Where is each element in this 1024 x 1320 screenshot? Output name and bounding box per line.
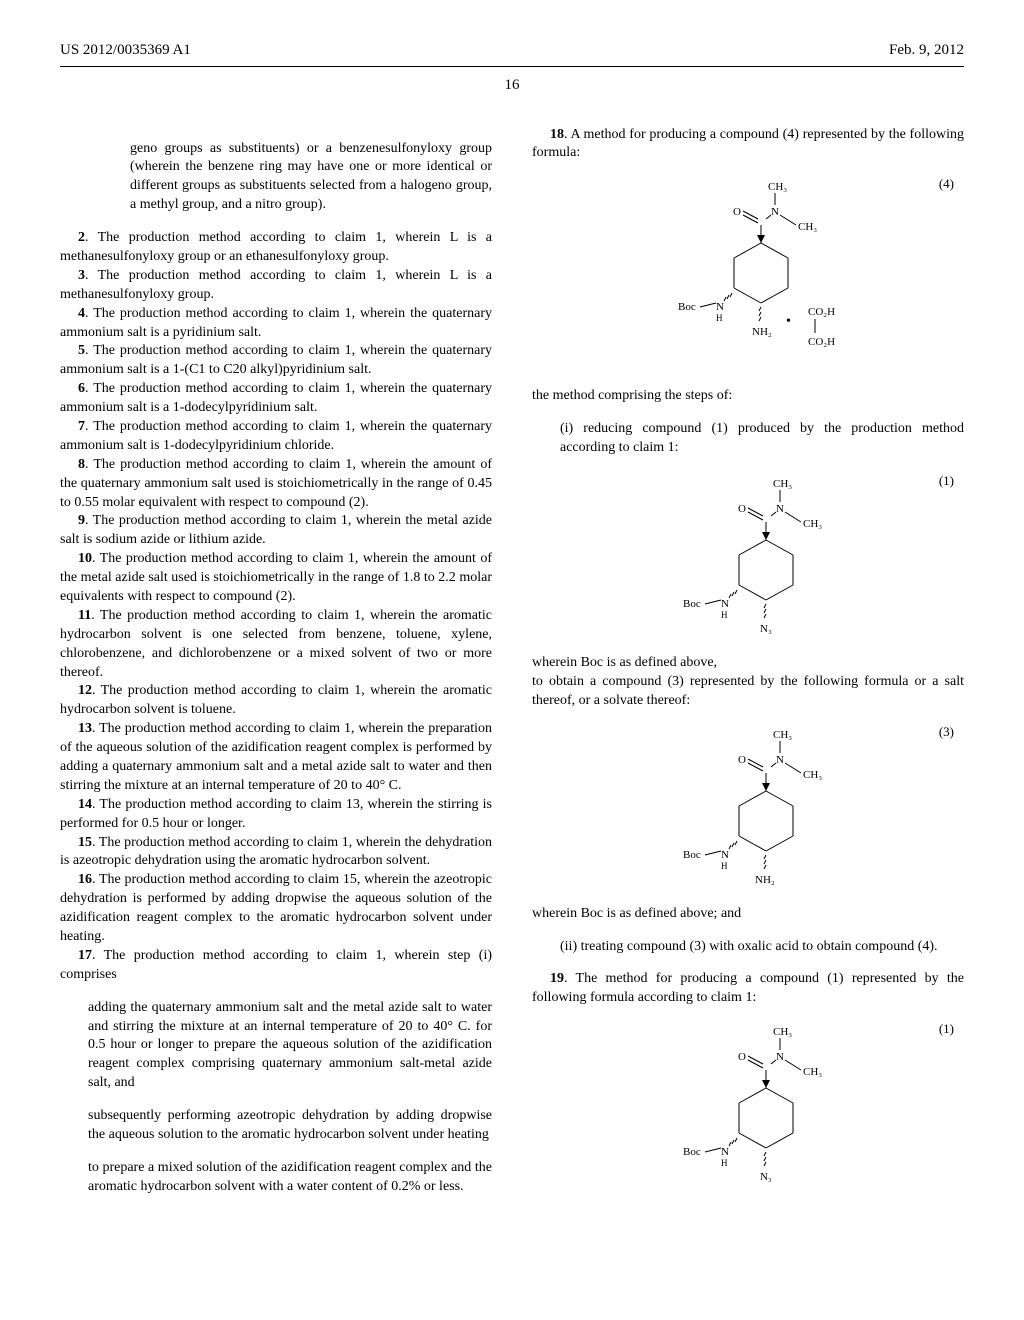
equation-number-3: (3) [939, 723, 954, 741]
svg-text:N₃: N₃ [760, 623, 772, 635]
svg-text:NH₂: NH₂ [752, 326, 772, 338]
svg-text:Boc: Boc [683, 598, 701, 610]
claim-18-mid3: to obtain a compound (3) represented by … [532, 673, 964, 711]
publication-number: US 2012/0035369 A1 [60, 40, 191, 60]
svg-text:CH₃: CH₃ [773, 1026, 792, 1038]
claim-2: 2. The production method according to cl… [60, 229, 492, 267]
claim-11: 11. The production method according to c… [60, 607, 492, 683]
claim-18-mid: the method comprising the steps of: [532, 387, 964, 406]
svg-text:•: • [786, 314, 791, 329]
equation-number-1a: (1) [939, 472, 954, 490]
claim-7: 7. The production method according to cl… [60, 418, 492, 456]
publication-date: Feb. 9, 2012 [889, 40, 964, 60]
svg-text:N: N [716, 301, 724, 313]
claim-13: 13. The production method according to c… [60, 720, 492, 796]
claim-19-lead: 19. The method for producing a compound … [532, 970, 964, 1008]
svg-text:N: N [776, 1051, 784, 1063]
svg-text:N: N [721, 1146, 729, 1158]
svg-text:CH₃: CH₃ [803, 518, 822, 530]
svg-text:O: O [738, 1051, 746, 1063]
claim-18-mid2: wherein Boc is as defined above, [532, 654, 964, 673]
claim-16: 16. The production method according to c… [60, 871, 492, 947]
svg-text:Boc: Boc [683, 849, 701, 861]
svg-text:CH₃: CH₃ [803, 1066, 822, 1078]
claim-3: 3. The production method according to cl… [60, 267, 492, 305]
svg-text:N: N [721, 598, 729, 610]
claim-5: 5. The production method according to cl… [60, 342, 492, 380]
claim-18-mid4: wherein Boc is as defined above; and [532, 905, 964, 924]
equation-number-4: (4) [939, 175, 954, 193]
claim-9: 9. The production method according to cl… [60, 512, 492, 550]
equation-number-1b: (1) [939, 1020, 954, 1038]
claim-14: 14. The production method according to c… [60, 796, 492, 834]
svg-text:CO₂H: CO₂H [808, 306, 835, 318]
claim-17: 17. The production method according to c… [60, 947, 492, 985]
svg-text:H: H [721, 610, 728, 620]
svg-text:CH₃: CH₃ [768, 181, 787, 193]
claim-17-sub-c: to prepare a mixed solution of the azidi… [88, 1159, 492, 1197]
svg-text:CH₃: CH₃ [798, 221, 817, 233]
claim-6: 6. The production method according to cl… [60, 380, 492, 418]
svg-text:CH₃: CH₃ [773, 478, 792, 490]
svg-text:NH₂: NH₂ [755, 874, 775, 886]
claim-4: 4. The production method according to cl… [60, 305, 492, 343]
claim-17-sub-a: adding the quaternary ammonium salt and … [88, 999, 492, 1093]
svg-text:CH₃: CH₃ [803, 769, 822, 781]
claim-12: 12. The production method according to c… [60, 682, 492, 720]
svg-text:O: O [738, 754, 746, 766]
claim-15: 15. The production method according to c… [60, 834, 492, 872]
svg-text:O: O [738, 503, 746, 515]
svg-text:N: N [776, 754, 784, 766]
claim-8: 8. The production method according to cl… [60, 456, 492, 513]
chem-structure-1b: (1) CH₃ N CH₃ O [532, 1020, 964, 1190]
claim-18-lead: 18. A method for producing a compound (4… [532, 126, 964, 164]
svg-text:N: N [776, 503, 784, 515]
claim-17-sub-b: subsequently performing azeotropic dehyd… [88, 1107, 492, 1145]
svg-text:CO₂H: CO₂H [808, 336, 835, 348]
chem-structure-1a: (1) CH₃ N CH₃ O [532, 472, 964, 642]
svg-text:Boc: Boc [678, 301, 696, 313]
svg-text:Boc: Boc [683, 1146, 701, 1158]
svg-text:N₃: N₃ [760, 1171, 772, 1183]
page-number: 16 [60, 75, 964, 95]
claim-18-sub-i: (i) reducing compound (1) produced by th… [560, 420, 964, 458]
chem-structure-4: (4) CH₃ N CH₃ O [532, 175, 964, 375]
svg-text:N: N [721, 849, 729, 861]
continuation-text: geno groups as substituents) or a benzen… [130, 140, 492, 216]
svg-text:O: O [733, 206, 741, 218]
svg-text:H: H [716, 313, 723, 323]
chem-structure-3: (3) CH₃ N CH₃ O [532, 723, 964, 893]
claim-18-sub-ii: (ii) treating compound (3) with oxalic a… [560, 938, 964, 957]
svg-text:H: H [721, 1158, 728, 1168]
claim-10: 10. The production method according to c… [60, 550, 492, 607]
svg-text:N: N [771, 206, 779, 218]
svg-text:CH₃: CH₃ [773, 729, 792, 741]
svg-text:H: H [721, 861, 728, 871]
